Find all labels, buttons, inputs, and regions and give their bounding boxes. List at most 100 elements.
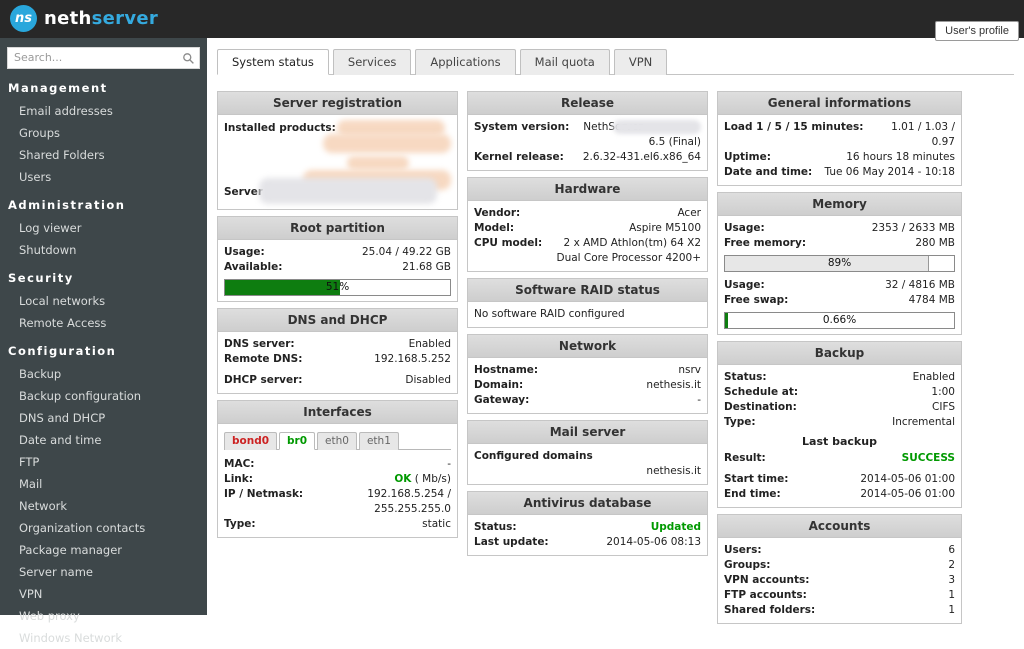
row-value: 192.168.5.254 / 255.255.255.0: [367, 488, 451, 515]
row-value: nethesis.it: [646, 379, 701, 391]
row-label: Result:: [724, 452, 766, 464]
backup-type-row: Type: Incremental: [724, 415, 955, 430]
sidebar-item-package-manager[interactable]: Package manager: [19, 542, 123, 557]
interface-tab-bond0[interactable]: bond0: [224, 432, 278, 450]
system-version-row-2: 6.5 (Final): [474, 135, 701, 150]
logo-text-server: server: [91, 8, 159, 29]
sidebar-item-web-proxy[interactable]: Web proxy: [19, 608, 80, 623]
tab-mail-quota[interactable]: Mail quota: [519, 49, 610, 75]
panel-antivirus: Antivirus database Status: Updated Last …: [467, 491, 708, 556]
row-label: Kernel release:: [474, 151, 564, 163]
tab-bar: System status Services Applications Mail…: [217, 48, 1014, 75]
users-profile-button[interactable]: User's profile: [935, 21, 1019, 41]
row-value: 2353 / 2633 MB: [871, 222, 955, 234]
sidebar-item-organization-contacts[interactable]: Organization contacts: [19, 520, 146, 535]
mac-row: MAC: -: [224, 457, 451, 472]
free-memory-row: Free memory: 280 MB: [724, 236, 955, 251]
row-value: 32 / 4816 MB: [885, 279, 955, 291]
panel-server-registration: Server registration Installed products: …: [217, 91, 458, 210]
swap-progress-bar: 0.66%: [724, 312, 955, 329]
sidebar-item-server-name[interactable]: Server name: [19, 564, 93, 579]
link-row: Link: OK ( Mb/s): [224, 472, 451, 487]
row-label: FTP accounts:: [724, 589, 807, 601]
configured-domain-value-row: nethesis.it: [474, 464, 701, 479]
row-value: nsrv: [678, 364, 701, 376]
row-label: End time:: [724, 488, 781, 500]
tab-services[interactable]: Services: [332, 49, 412, 75]
interface-tab-eth0[interactable]: eth0: [317, 432, 357, 450]
panel-title: Accounts: [718, 515, 961, 538]
tab-system-status[interactable]: System status: [217, 49, 329, 75]
row-value: 2014-05-06 08:13: [606, 536, 701, 548]
tab-vpn[interactable]: VPN: [613, 49, 668, 75]
dhcp-server-row: DHCP server: Disabled: [224, 373, 451, 388]
swap-usage-row: Usage: 32 / 4816 MB: [724, 278, 955, 293]
row-value: nethesis.it: [646, 465, 701, 477]
row-value: 192.168.5.252: [374, 353, 451, 365]
panel-title: DNS and DHCP: [218, 309, 457, 332]
row-value: 2014-05-06 01:00: [860, 488, 955, 500]
sidebar-item-email-addresses[interactable]: Email addresses: [19, 103, 113, 118]
sidebar-item-local-networks[interactable]: Local networks: [19, 293, 106, 308]
sidebar-item-windows-network[interactable]: Windows Network: [19, 630, 123, 645]
sidebar-item-ftp[interactable]: FTP: [19, 454, 40, 469]
ram-usage-row: Usage: 2353 / 2633 MB: [724, 221, 955, 236]
row-label: Usage:: [724, 222, 765, 234]
sidebar-item-mail[interactable]: Mail: [19, 476, 43, 491]
row-label: Status:: [474, 521, 517, 533]
panel-title: Network: [468, 335, 707, 358]
backup-result-value: SUCCESS: [901, 452, 955, 464]
progress-fill: [725, 313, 728, 328]
redacted-installed-products-3: [347, 156, 409, 170]
row-value: Aspire M5100: [629, 222, 701, 234]
row-value: Disabled: [405, 374, 451, 386]
sidebar-item-backup[interactable]: Backup: [19, 366, 62, 381]
gateway-row: Gateway: -: [474, 393, 701, 408]
panel-title: Software RAID status: [468, 279, 707, 302]
sidebar-item-shutdown[interactable]: Shutdown: [19, 242, 77, 257]
panel-interfaces: Interfaces bond0 br0 eth0 eth1 MAC: - Li…: [217, 400, 458, 538]
groups-count-row: Groups: 2: [724, 558, 955, 573]
progress-label: 0.66%: [822, 314, 857, 326]
row-value: 1.01 / 1.03 / 0.97: [891, 121, 955, 148]
panel-title: Server registration: [218, 92, 457, 115]
antivirus-update-row: Last update: 2014-05-06 08:13: [474, 535, 701, 550]
row-label: Load 1 / 5 / 15 minutes:: [724, 121, 864, 133]
panel-title: Mail server: [468, 421, 707, 444]
last-backup-subheader: Last backup: [802, 435, 877, 448]
search-icon[interactable]: [182, 50, 195, 69]
interface-tab-eth1[interactable]: eth1: [358, 432, 399, 450]
backup-destination-row: Destination: CIFS: [724, 400, 955, 415]
row-value: 1:00: [931, 386, 955, 398]
tab-applications[interactable]: Applications: [415, 49, 516, 75]
row-value: Tue 06 May 2014 - 10:18: [824, 166, 955, 178]
row-value: 280 MB: [915, 237, 955, 249]
search-input[interactable]: [7, 46, 200, 69]
sidebar-item-dns-and-dhcp[interactable]: DNS and DHCP: [19, 410, 106, 425]
row-value: 25.04 / 49.22 GB: [361, 246, 451, 258]
row-label: Last update:: [474, 536, 549, 548]
domain-row: Domain: nethesis.it: [474, 378, 701, 393]
load-row: Load 1 / 5 / 15 minutes: 1.01 / 1.03 / 0…: [724, 120, 955, 150]
row-value: -: [697, 394, 701, 406]
row-label: Usage:: [724, 279, 765, 291]
redacted-server-identifier: [259, 178, 437, 204]
sidebar-item-backup-configuration[interactable]: Backup configuration: [19, 388, 142, 403]
panel-title: General informations: [718, 92, 961, 115]
row-label: Link:: [224, 473, 253, 485]
sidebar-item-date-and-time[interactable]: Date and time: [19, 432, 102, 447]
sidebar-item-groups[interactable]: Groups: [19, 125, 61, 140]
dashboard-columns: Server registration Installed products: …: [207, 75, 1024, 630]
row-label: Type:: [724, 416, 756, 428]
progress-fill: [725, 256, 929, 271]
sidebar-item-remote-access[interactable]: Remote Access: [19, 315, 107, 330]
sidebar-item-network[interactable]: Network: [19, 498, 68, 513]
sidebar-item-vpn[interactable]: VPN: [19, 586, 43, 601]
row-value: Enabled: [912, 371, 955, 383]
sidebar-item-log-viewer[interactable]: Log viewer: [19, 220, 82, 235]
sidebar-item-users[interactable]: Users: [19, 169, 52, 184]
sidebar-section-management: Management: [8, 80, 108, 95]
sidebar-item-shared-folders[interactable]: Shared Folders: [19, 147, 105, 162]
panel-title: Hardware: [468, 178, 707, 201]
interface-tab-br0[interactable]: br0: [279, 432, 316, 450]
